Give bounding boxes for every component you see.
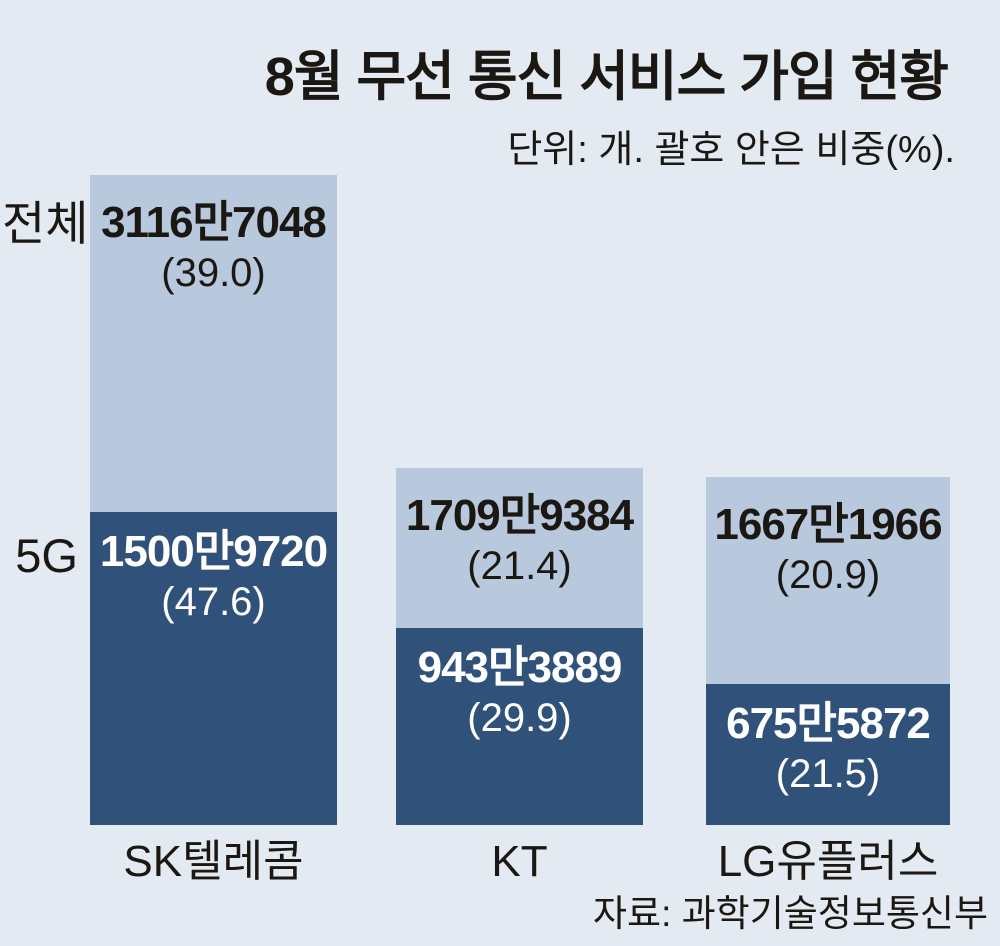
axis-label-5g: 5G [15,529,78,582]
total-share-label: (21.4) [467,544,572,588]
category-label-kt: KT [491,837,548,886]
total-labels-kt: 1709만9384 (21.4) [396,490,643,590]
fiveg-share-label: (29.9) [467,696,572,740]
axis-label-total: 전체 [2,197,89,250]
fiveg-labels-sk-telecom: 1500만9720 (47.6) [90,526,337,626]
fiveg-value-label: 943만3889 [417,643,623,692]
total-labels-lg-uplus: 1667만1966 (20.9) [706,499,950,599]
bar-sk-telecom: 3116만7048 (39.0) 1500만9720 (47.6) [90,175,337,825]
fiveg-labels-kt: 943만3889 (29.9) [396,642,643,742]
fiveg-share-label: (21.5) [775,752,881,796]
bar-lg-uplus: 1667만1966 (20.9) 675만5872 (21.5) [706,477,950,825]
fiveg-value-label: 1500만9720 [99,527,328,576]
fiveg-share-label: (47.6) [161,580,266,624]
fiveg-labels-lg-uplus: 675만5872 (21.5) [706,698,950,798]
fiveg-segment-kt: 943만3889 (29.9) [396,628,643,825]
total-share-label: (20.9) [775,553,881,597]
category-label-sk-telecom: SK텔레콤 [123,837,304,886]
fiveg-segment-sk-telecom: 1500만9720 (47.6) [90,512,337,825]
total-value-label: 1709만9384 [405,491,634,540]
total-value-label: 3116만7048 [101,198,327,247]
source-credit: 자료: 과학기술정보통신부 [593,893,988,934]
total-labels-sk-telecom: 3116만7048 (39.0) [90,197,337,297]
total-share-label: (39.0) [161,251,266,295]
fiveg-segment-lg-uplus: 675만5872 (21.5) [706,684,950,825]
chart-title: 8월 무선 통신 서비스 가입 현황 [264,47,949,107]
chart-unit-note: 단위: 개. 괄호 안은 비중(%). [507,129,955,171]
fiveg-value-label: 675만5872 [726,699,931,748]
total-value-label: 1667만1966 [714,500,942,549]
category-label-lg-uplus: LG유플러스 [717,837,939,886]
bar-kt: 1709만9384 (21.4) 943만3889 (29.9) [396,468,643,825]
